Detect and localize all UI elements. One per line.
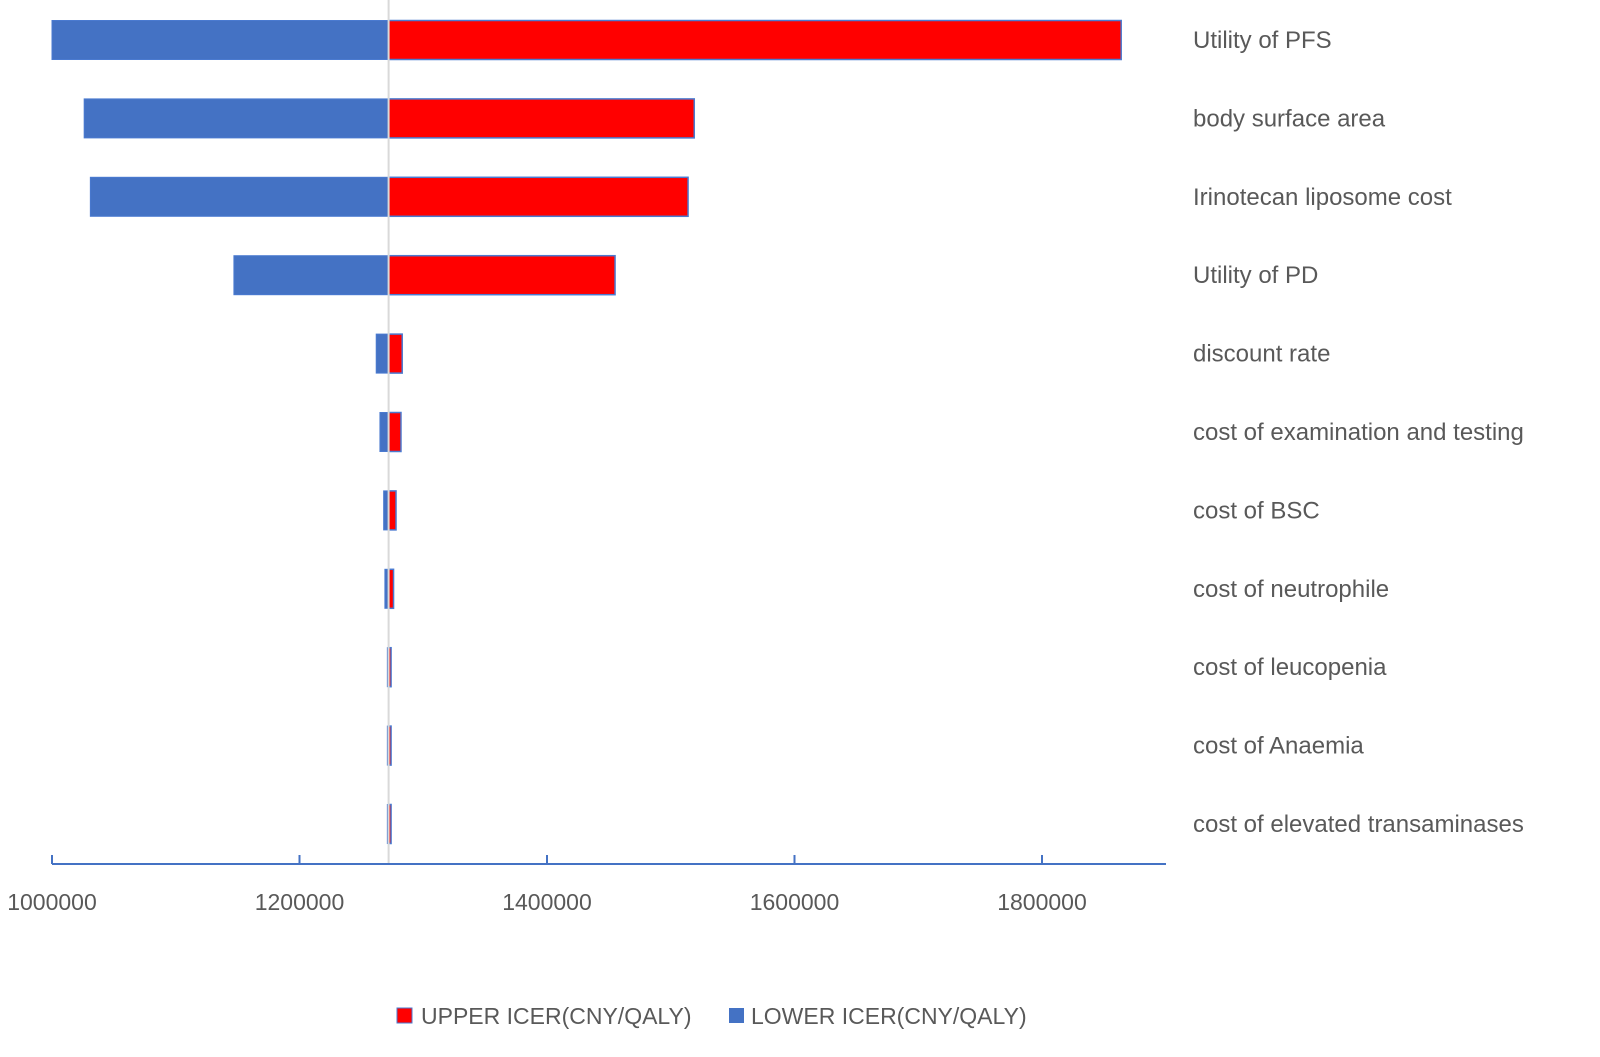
category-label-9: cost of Anaemia bbox=[1193, 733, 1364, 760]
category-label-6: cost of BSC bbox=[1193, 497, 1320, 524]
lower-bar-5 bbox=[379, 412, 390, 452]
category-label-8: cost of leucopenia bbox=[1193, 654, 1387, 681]
upper-bar-4 bbox=[387, 333, 403, 374]
lower-bar-0 bbox=[51, 20, 390, 60]
category-label-1: body surface area bbox=[1193, 105, 1386, 132]
category-labels: Utility of PFS body surface area Irinoteca… bbox=[1193, 27, 1524, 838]
upper-bar-0 bbox=[387, 19, 1122, 61]
category-label-7: cost of neutrophile bbox=[1193, 576, 1389, 603]
category-label-10: cost of elevated transaminases bbox=[1193, 811, 1524, 838]
legend-label-1: LOWER ICER(CNY/QALY) bbox=[751, 1003, 1027, 1029]
x-tick-label-3: 1600000 bbox=[750, 889, 840, 915]
x-tick-label-4: 1800000 bbox=[997, 889, 1087, 915]
x-tick-label-0: 1000000 bbox=[7, 889, 97, 915]
category-label-5: cost of examination and testing bbox=[1193, 419, 1524, 446]
upper-bar-3 bbox=[387, 254, 616, 296]
category-label-0: Utility of PFS bbox=[1193, 27, 1332, 54]
legend: UPPER ICER(CNY/QALY) LOWER ICER(CNY/QALY) bbox=[396, 1003, 1027, 1029]
lower-bar-1 bbox=[83, 98, 390, 139]
upper-bar-6 bbox=[387, 490, 397, 531]
lower-bar-2 bbox=[89, 176, 390, 217]
upper-bar-5 bbox=[387, 411, 402, 453]
legend-swatch-0 bbox=[396, 1007, 413, 1024]
x-axis: 1000000 1200000 1400000 1600000 1800000 bbox=[7, 855, 1166, 915]
category-label-3: Utility of PD bbox=[1193, 262, 1318, 289]
legend-label-0: UPPER ICER(CNY/QALY) bbox=[421, 1003, 692, 1029]
bars-layer bbox=[51, 19, 1122, 845]
upper-bar-2 bbox=[387, 176, 689, 218]
lower-bar-4 bbox=[375, 333, 390, 374]
category-label-2: Irinotecan liposome cost bbox=[1193, 184, 1452, 211]
x-tick-label-1: 1200000 bbox=[255, 889, 345, 915]
upper-bar-1 bbox=[387, 98, 696, 139]
category-label-4: discount rate bbox=[1193, 341, 1330, 368]
lower-bar-3 bbox=[233, 255, 390, 296]
legend-swatch-1 bbox=[729, 1008, 744, 1023]
x-tick-label-2: 1400000 bbox=[502, 889, 592, 915]
